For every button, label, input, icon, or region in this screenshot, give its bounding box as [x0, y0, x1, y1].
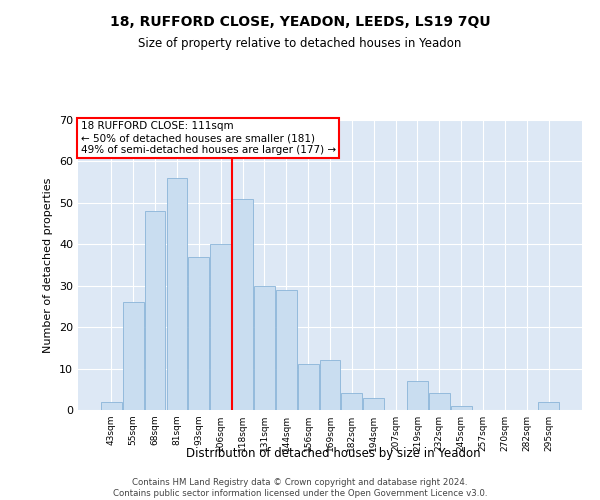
Bar [320, 360, 340, 410]
Bar [341, 394, 362, 410]
Bar [188, 256, 209, 410]
Text: Size of property relative to detached houses in Yeadon: Size of property relative to detached ho… [139, 38, 461, 51]
Bar [123, 302, 143, 410]
Bar [364, 398, 384, 410]
Bar [298, 364, 319, 410]
Text: Contains HM Land Registry data © Crown copyright and database right 2024.
Contai: Contains HM Land Registry data © Crown c… [113, 478, 487, 498]
Bar [429, 394, 450, 410]
Bar [254, 286, 275, 410]
Bar [407, 381, 428, 410]
Bar [451, 406, 472, 410]
Bar [145, 211, 166, 410]
Text: 18, RUFFORD CLOSE, YEADON, LEEDS, LS19 7QU: 18, RUFFORD CLOSE, YEADON, LEEDS, LS19 7… [110, 15, 490, 29]
Y-axis label: Number of detached properties: Number of detached properties [43, 178, 53, 352]
Text: Distribution of detached houses by size in Yeadon: Distribution of detached houses by size … [185, 448, 481, 460]
Bar [210, 244, 231, 410]
Bar [276, 290, 296, 410]
Bar [232, 198, 253, 410]
Bar [538, 402, 559, 410]
Bar [167, 178, 187, 410]
Bar [101, 402, 122, 410]
Text: 18 RUFFORD CLOSE: 111sqm
← 50% of detached houses are smaller (181)
49% of semi-: 18 RUFFORD CLOSE: 111sqm ← 50% of detach… [80, 122, 335, 154]
